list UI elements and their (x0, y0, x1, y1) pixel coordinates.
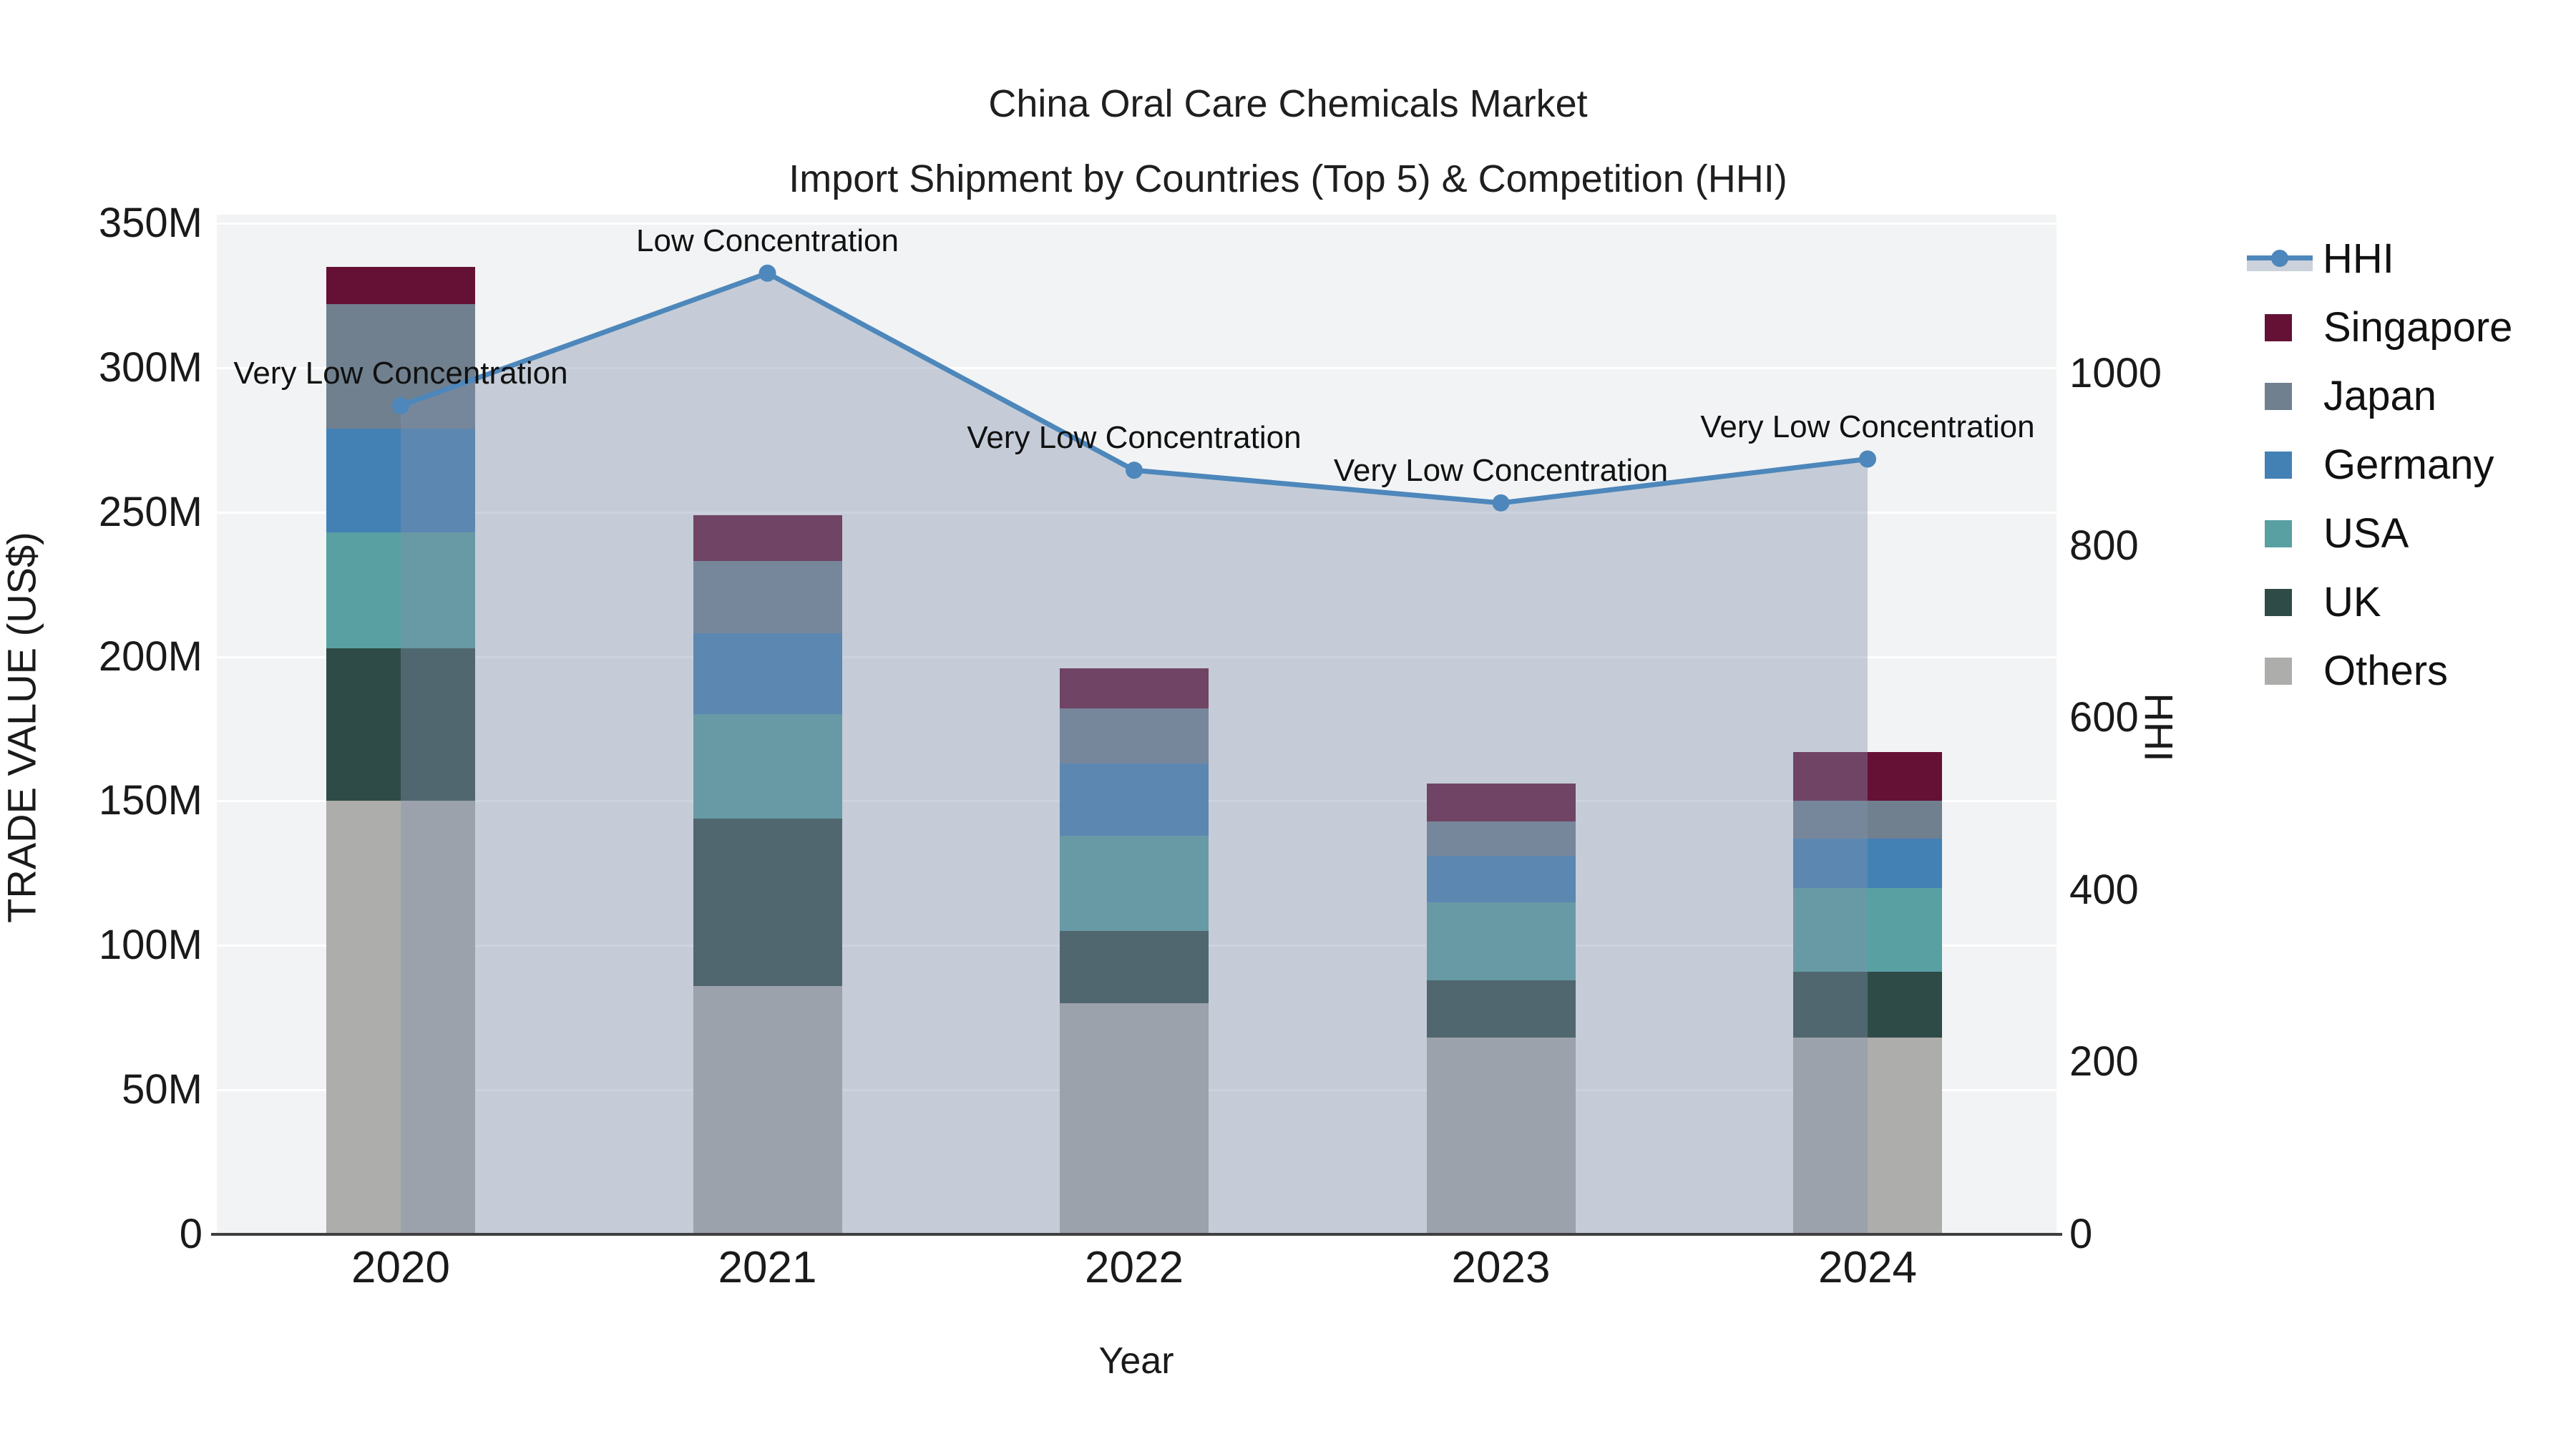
x-tick-2022: 2022 (1085, 1243, 1184, 1292)
legend-swatch-japan (2265, 383, 2292, 410)
legend-label-singapore: Singapore (2323, 304, 2513, 351)
chart-title-line2: Import Shipment by Countries (Top 5) & C… (789, 157, 1787, 200)
bar-2020-usa[interactable] (326, 532, 475, 648)
y-right-tick-400: 400 (2069, 866, 2139, 913)
bar-2023-japan[interactable] (1426, 821, 1576, 857)
legend-label-hhi: HHI (2323, 235, 2394, 282)
bar-2022-singapore[interactable] (1060, 668, 1209, 709)
bar-2022-germany[interactable] (1060, 763, 1209, 836)
y-right-tick-600: 600 (2069, 694, 2139, 741)
hhi-marker-2023[interactable] (1492, 494, 1510, 512)
gridline-250m (217, 511, 2057, 514)
bar-2022-japan[interactable] (1060, 708, 1209, 763)
bar-2022-uk[interactable] (1060, 931, 1209, 1004)
y-left-tick-100M: 100M (98, 922, 203, 969)
x-tick-2024: 2024 (1818, 1243, 1917, 1292)
bar-2021-usa[interactable] (693, 714, 842, 819)
hhi-marker-2024[interactable] (1859, 450, 1876, 468)
y-left-tick-0: 0 (179, 1211, 203, 1257)
hhi-area-fill (401, 273, 1868, 1234)
annotation-2023: Very Low Concentration (1333, 452, 1669, 488)
bar-2023-others[interactable] (1426, 1038, 1576, 1234)
gridline-300m (217, 366, 2057, 369)
chart-title-line1: China Oral Care Chemicals Market (988, 82, 1588, 125)
y-right-tick-200: 200 (2069, 1038, 2139, 1085)
bar-2024-usa[interactable] (1793, 887, 1942, 972)
hhi-marker-2022[interactable] (1126, 462, 1143, 479)
hhi-legend-line-icon (2247, 243, 2313, 275)
legend-item-japan[interactable]: Japan (2247, 374, 2436, 419)
bar-2021-singapore[interactable] (693, 514, 842, 562)
legend-swatch-singapore (2265, 314, 2292, 341)
bar-2020-singapore[interactable] (326, 266, 475, 305)
legend-swatch-others (2265, 658, 2292, 685)
bar-2023-singapore[interactable] (1426, 784, 1576, 821)
bar-2023-germany[interactable] (1426, 856, 1576, 902)
gridline-200m (217, 655, 2057, 658)
legend-swatch-uk (2265, 589, 2292, 616)
bar-2022-usa[interactable] (1060, 835, 1209, 932)
bar-2020-others[interactable] (326, 801, 475, 1234)
x-tick-2023: 2023 (1451, 1243, 1551, 1292)
hhi-marker-2021[interactable] (758, 264, 776, 282)
annotation-2024: Very Low Concentration (1700, 409, 2035, 444)
legend-item-germany[interactable]: Germany (2247, 443, 2494, 487)
annotation-2020: Very Low Concentration (233, 355, 568, 391)
hhi-line-chart (392, 264, 1876, 1234)
x-axis-spine (211, 1233, 2062, 1236)
bar-2024-japan[interactable] (1793, 801, 1942, 839)
annotation-2022: Very Low Concentration (967, 420, 1302, 456)
legend-item-singapore[interactable]: Singapore (2247, 306, 2512, 350)
legend-label-uk: UK (2323, 579, 2381, 625)
bar-2024-singapore[interactable] (1793, 751, 1942, 801)
bar-2024-germany[interactable] (1793, 838, 1942, 888)
legend-label-germany: Germany (2323, 441, 2494, 488)
x-axis-title: Year (1098, 1340, 1174, 1382)
y-right-tick-0: 0 (2069, 1211, 2093, 1257)
bar-2024-uk[interactable] (1793, 971, 1942, 1038)
bar-2020-uk[interactable] (326, 648, 475, 801)
legend-label-usa: USA (2323, 510, 2409, 557)
legend-item-uk[interactable]: UK (2247, 580, 2381, 625)
bar-2023-usa[interactable] (1426, 902, 1576, 980)
legend-item-others[interactable]: Others (2247, 649, 2448, 693)
legend-swatch-germany (2265, 452, 2292, 479)
y-left-tick-200M: 200M (98, 633, 203, 680)
bar-2022-others[interactable] (1060, 1003, 1209, 1234)
annotation-2021: Low Concentration (636, 223, 899, 258)
hhi-legend-marker-dot (2271, 250, 2288, 267)
bar-2024-others[interactable] (1793, 1038, 1942, 1234)
y-left-tick-150M: 150M (98, 777, 203, 824)
x-tick-2020: 2020 (351, 1243, 450, 1292)
legend-label-japan: Japan (2323, 373, 2437, 419)
legend-label-others: Others (2323, 648, 2449, 694)
bar-2020-germany[interactable] (326, 428, 475, 533)
bar-2021-germany[interactable] (693, 633, 842, 715)
bar-2021-uk[interactable] (693, 818, 842, 986)
y-left-tick-250M: 250M (98, 488, 203, 535)
y-axis-title-left: TRADE VALUE (US$) (0, 532, 44, 923)
bar-2023-uk[interactable] (1426, 980, 1576, 1038)
legend-item-hhi[interactable]: HHI (2247, 237, 2394, 281)
bar-2021-others[interactable] (693, 985, 842, 1234)
gridline-350m (217, 223, 2057, 225)
y-left-tick-300M: 300M (98, 343, 203, 391)
x-tick-2021: 2021 (718, 1243, 817, 1292)
y-left-tick-50M: 50M (122, 1066, 203, 1113)
y-right-tick-1000: 1000 (2069, 350, 2162, 397)
y-axis-title-right: HHI (2136, 693, 2182, 762)
bar-2021-japan[interactable] (693, 561, 842, 634)
y-left-tick-350M: 350M (98, 200, 203, 247)
legend-item-usa[interactable]: USA (2247, 512, 2409, 556)
y-right-tick-800: 800 (2069, 522, 2139, 569)
legend-swatch-usa (2265, 520, 2292, 547)
hhi-marker-2020[interactable] (392, 396, 409, 414)
